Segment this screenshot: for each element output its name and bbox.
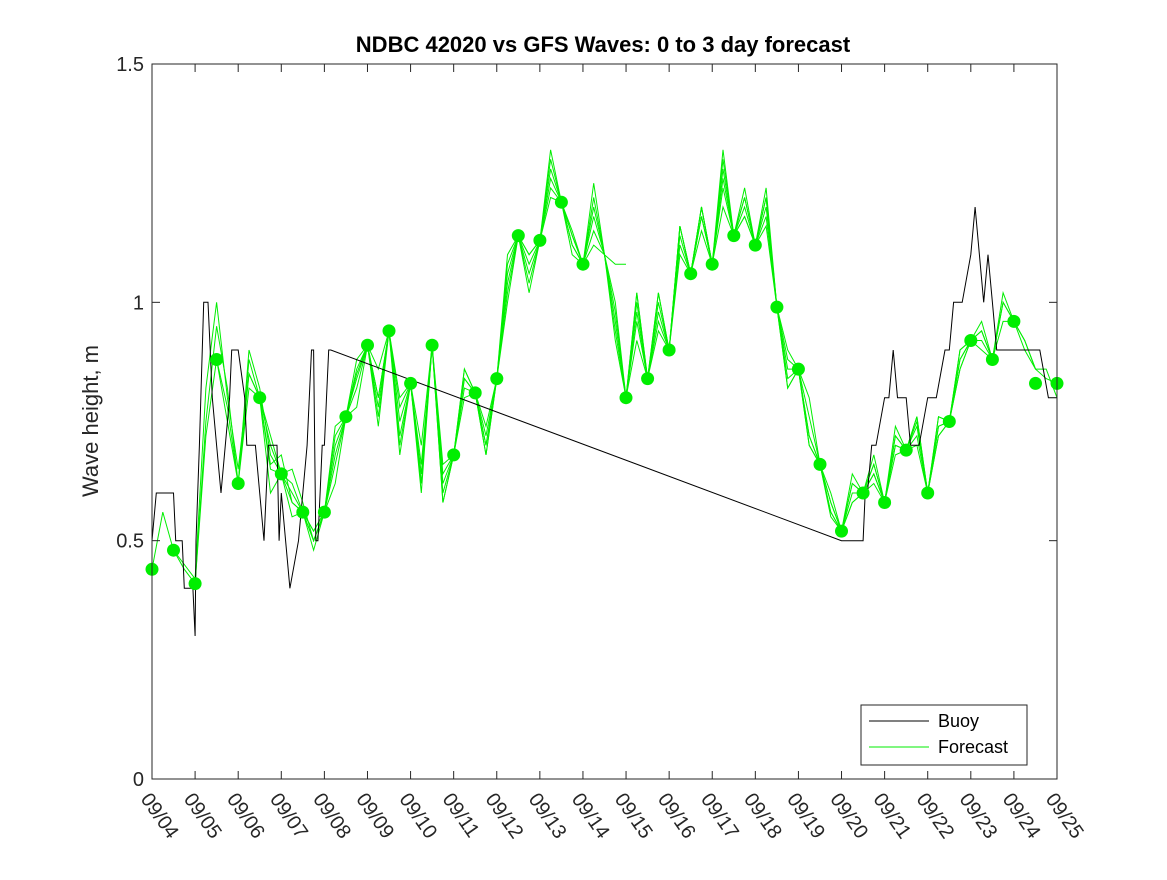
forecast-point — [727, 229, 741, 243]
forecast-point — [856, 486, 870, 500]
forecast-point — [382, 324, 396, 338]
buoy-line — [151, 206, 1057, 637]
legend: Buoy Forecast — [860, 704, 1028, 766]
x-tick-label: 09/22 — [912, 789, 959, 843]
x-tick-label: 09/24 — [998, 789, 1045, 843]
y-tick-label: 0 — [133, 769, 144, 791]
forecast-point — [791, 362, 805, 376]
forecast-run-line — [690, 187, 821, 465]
forecast-point — [899, 443, 913, 457]
forecast-run-line — [948, 300, 1058, 422]
x-tick-label: 09/09 — [351, 789, 398, 843]
x-tick-label: 09/06 — [222, 789, 269, 843]
forecast-point — [1007, 314, 1021, 328]
x-tick-label: 09/18 — [739, 789, 786, 843]
forecast-run-line — [905, 300, 1036, 494]
forecast-point — [619, 391, 633, 405]
forecast-point — [878, 496, 892, 509]
y-tick-label: 1.5 — [116, 54, 144, 76]
forecast-point — [684, 267, 698, 281]
forecast-run-line — [173, 302, 304, 581]
forecast-point — [253, 391, 267, 405]
forecast-run-line — [560, 202, 692, 398]
forecast-point — [813, 457, 827, 471]
x-tick-label: 09/16 — [653, 789, 700, 843]
x-tick-label: 09/07 — [265, 789, 312, 843]
y-tick-label: 1 — [133, 292, 144, 314]
forecast-point — [317, 505, 331, 519]
forecast-run-line — [517, 186, 649, 398]
forecast-point — [425, 338, 439, 352]
legend-box — [860, 704, 1028, 766]
x-tick-label: 09/11 — [438, 789, 484, 841]
forecast-run-line — [927, 290, 1058, 494]
forecast-point — [641, 372, 655, 386]
forecast-point — [942, 415, 956, 428]
forecast-point — [447, 448, 461, 462]
chart-title: NDBC 42020 vs GFS Waves: 0 to 3 day fore… — [356, 32, 851, 57]
forecast-point — [490, 372, 504, 386]
x-tick-label: 09/12 — [481, 789, 528, 843]
forecast-point — [835, 524, 848, 538]
y-tick-label: 0.5 — [116, 531, 144, 553]
x-tick-label: 09/10 — [395, 789, 442, 843]
axes-box — [151, 63, 1058, 780]
forecast-point — [339, 410, 353, 424]
x-tick-label: 09/13 — [524, 789, 571, 843]
legend-buoy-label: Buoy — [938, 711, 979, 731]
forecast-point — [554, 195, 568, 209]
forecast-point — [231, 477, 245, 490]
forecast-run-line — [604, 149, 735, 398]
x-tick-label: 09/08 — [308, 789, 355, 843]
forecast-point — [361, 338, 374, 352]
forecast-point — [274, 467, 288, 481]
forecast-point — [921, 486, 935, 500]
forecast-point — [533, 233, 547, 247]
x-tick-label: 09/25 — [1041, 789, 1088, 843]
x-tick-label: 09/19 — [782, 789, 829, 843]
forecast-point — [662, 343, 676, 357]
x-tick-label: 09/23 — [955, 789, 1002, 843]
x-tick-label: 09/05 — [179, 789, 226, 843]
y-axis-label: Wave height, m — [78, 345, 103, 497]
forecast-point — [296, 505, 310, 519]
forecast-point — [404, 376, 418, 390]
forecast-point — [985, 353, 999, 366]
x-tick-label: 09/20 — [825, 789, 872, 843]
forecast-run-line — [862, 339, 993, 504]
x-tick-label: 09/14 — [567, 789, 614, 843]
forecast-point — [167, 543, 180, 557]
forecast-point — [468, 386, 482, 400]
forecast-point — [511, 229, 525, 243]
forecast-point — [705, 257, 719, 271]
forecast-run-line — [841, 340, 972, 532]
forecast-point — [770, 300, 784, 314]
forecast-run-line — [453, 149, 584, 455]
forecast-run-line — [431, 168, 562, 476]
x-tick-label: 09/17 — [696, 789, 743, 843]
forecast-point — [964, 334, 978, 347]
legend-forecast-label: Forecast — [938, 737, 1008, 757]
x-tick-label: 09/04 — [136, 789, 183, 843]
x-tick-label: 09/21 — [869, 789, 916, 843]
forecast-run-line — [410, 235, 541, 503]
x-tick-label: 09/15 — [610, 789, 657, 843]
forecast-run-line — [388, 235, 519, 503]
forecast-run-line — [474, 159, 605, 429]
forecast-point — [188, 577, 202, 591]
forecast-run-line — [367, 330, 498, 494]
plot-area — [145, 149, 1064, 637]
forecast-point — [210, 353, 224, 366]
forecast-point — [576, 257, 590, 271]
forecast-point — [748, 238, 762, 252]
forecast-point — [1029, 376, 1042, 390]
